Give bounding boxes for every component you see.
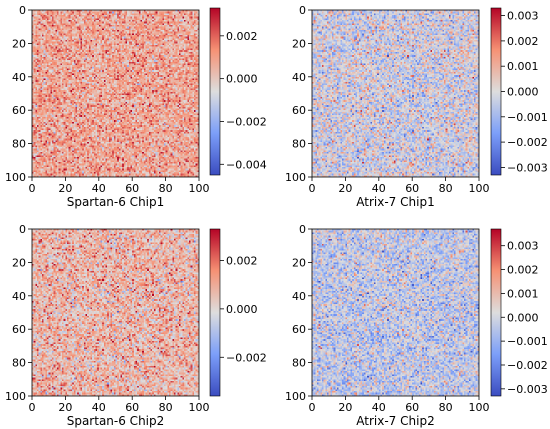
x-tick-label: 80 — [159, 182, 173, 195]
x-tick-label: 40 — [92, 182, 106, 195]
x-tick-label: 80 — [439, 401, 453, 414]
y-tick-label: 60 — [292, 323, 306, 336]
y-tick-label: 20 — [12, 256, 26, 269]
y-tick-label: 100 — [285, 390, 306, 403]
heatmap-cells — [32, 229, 199, 396]
colorbar-tick-label: −0.002 — [507, 359, 548, 372]
colorbar-tick-label: 0.000 — [507, 311, 539, 324]
y-tick-label: 20 — [292, 256, 306, 269]
colorbar-tick-label: 0.002 — [507, 264, 539, 277]
heatmap-cells — [312, 10, 479, 177]
y-tick-label: 40 — [12, 290, 26, 303]
y-tick-label: 100 — [5, 390, 26, 403]
x-axis-label: Spartan-6 Chip2 — [67, 414, 165, 428]
x-tick-label: 40 — [92, 401, 106, 414]
x-tick-label: 100 — [189, 401, 210, 414]
y-tick-label: 60 — [292, 104, 306, 117]
colorbar-tick-label: −0.004 — [226, 158, 267, 171]
y-tick-label: 0 — [19, 4, 26, 17]
x-tick-label: 0 — [29, 182, 36, 195]
colorbar-tick-label: 0.003 — [507, 10, 539, 23]
colorbar — [209, 228, 221, 397]
y-tick-label: 40 — [292, 290, 306, 303]
heatmap-cells — [312, 229, 479, 396]
x-axis-label: Atrix-7 Chip1 — [356, 195, 434, 209]
x-tick-label: 60 — [405, 401, 419, 414]
colorbar-tick-label: −0.003 — [507, 383, 548, 396]
x-tick-label: 0 — [29, 401, 36, 414]
colorbar-tick-label: 0.000 — [507, 86, 539, 99]
y-tick-label: 100 — [285, 171, 306, 184]
x-tick-label: 60 — [125, 182, 139, 195]
x-tick-label: 100 — [469, 182, 490, 195]
x-tick-label: 20 — [338, 401, 352, 414]
x-tick-label: 80 — [159, 401, 173, 414]
y-tick-label: 80 — [12, 357, 26, 370]
colorbar — [490, 7, 502, 176]
colorbar-tick-label: 0.001 — [507, 60, 539, 73]
axes-frame — [311, 9, 480, 178]
colorbar-tick-label: 0.003 — [507, 240, 539, 253]
colorbar-tick-label: −0.001 — [507, 111, 548, 124]
axes-frame — [31, 228, 200, 397]
y-tick-label: 80 — [12, 138, 26, 151]
x-tick-label: 100 — [469, 401, 490, 414]
y-tick-label: 0 — [19, 223, 26, 236]
x-tick-label: 40 — [372, 401, 386, 414]
x-tick-label: 40 — [372, 182, 386, 195]
x-tick-label: 100 — [189, 182, 210, 195]
y-tick-label: 0 — [299, 223, 306, 236]
colorbar-tick-label: −0.002 — [226, 351, 267, 364]
x-tick-label: 20 — [58, 401, 72, 414]
colorbar-tick-label: 0.002 — [226, 30, 258, 43]
y-tick-label: 20 — [292, 37, 306, 50]
x-tick-label: 0 — [309, 182, 316, 195]
x-tick-label: 20 — [58, 182, 72, 195]
y-tick-label: 100 — [5, 171, 26, 184]
y-tick-label: 60 — [12, 104, 26, 117]
colorbar-tick-label: −0.002 — [507, 136, 548, 149]
x-tick-label: 60 — [125, 401, 139, 414]
colorbar-tick-label: 0.002 — [507, 35, 539, 48]
y-tick-label: 60 — [12, 323, 26, 336]
colorbar-tick-label: 0.000 — [226, 73, 258, 86]
y-tick-label: 0 — [299, 4, 306, 17]
y-tick-label: 40 — [292, 71, 306, 84]
colorbar-tick-label: −0.003 — [507, 161, 548, 174]
colorbar — [209, 7, 221, 176]
y-tick-label: 80 — [292, 357, 306, 370]
axes-frame — [31, 9, 200, 178]
colorbar — [490, 228, 502, 397]
axes-frame — [311, 228, 480, 397]
y-tick-label: 80 — [292, 138, 306, 151]
x-axis-label: Spartan-6 Chip1 — [67, 195, 165, 209]
x-tick-label: 80 — [439, 182, 453, 195]
x-axis-label: Atrix-7 Chip2 — [356, 414, 434, 428]
x-tick-label: 60 — [405, 182, 419, 195]
colorbar-tick-label: 0.001 — [507, 287, 539, 300]
colorbar-tick-label: −0.002 — [226, 115, 267, 128]
y-tick-label: 40 — [12, 71, 26, 84]
y-tick-label: 20 — [12, 37, 26, 50]
colorbar-tick-label: −0.001 — [507, 335, 548, 348]
colorbar-tick-label: 0.002 — [226, 254, 258, 267]
heatmap-cells — [32, 10, 199, 177]
x-tick-label: 20 — [338, 182, 352, 195]
colorbar-tick-label: 0.000 — [226, 303, 258, 316]
x-tick-label: 0 — [309, 401, 316, 414]
